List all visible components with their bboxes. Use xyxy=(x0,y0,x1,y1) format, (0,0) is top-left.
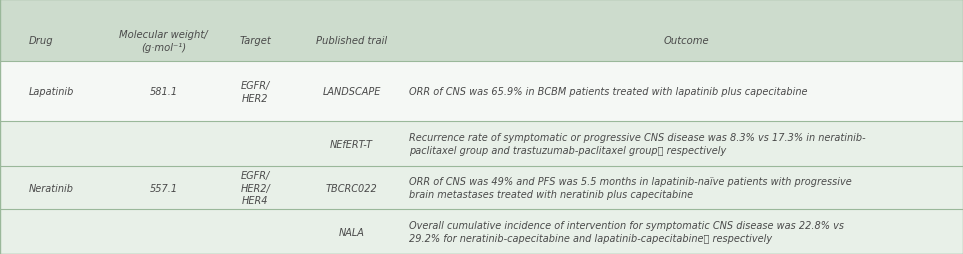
Text: NALA: NALA xyxy=(339,227,364,237)
Text: Outcome: Outcome xyxy=(664,36,709,46)
Text: EGFR/
HER2/
HER4: EGFR/ HER2/ HER4 xyxy=(241,171,270,205)
Text: Lapatinib: Lapatinib xyxy=(29,87,74,97)
Bar xyxy=(0,62,963,122)
Text: TBCRC022: TBCRC022 xyxy=(325,183,377,193)
Text: EGFR/
HER2: EGFR/ HER2 xyxy=(241,81,270,103)
Text: 557.1: 557.1 xyxy=(149,183,178,193)
Text: Published trail: Published trail xyxy=(316,36,387,46)
Text: 581.1: 581.1 xyxy=(149,87,178,97)
Text: Target: Target xyxy=(240,36,271,46)
Text: NEfERT-T: NEfERT-T xyxy=(330,139,373,149)
Text: Molecular weight/
(g·mol⁻¹): Molecular weight/ (g·mol⁻¹) xyxy=(119,30,208,52)
Text: ORR of CNS was 65.9% in BCBM patients treated with lapatinib plus capecitabine: ORR of CNS was 65.9% in BCBM patients tr… xyxy=(409,87,808,97)
Text: ORR of CNS was 49% and PFS was 5.5 months in lapatinib-naïve patients with progr: ORR of CNS was 49% and PFS was 5.5 month… xyxy=(409,177,852,199)
Text: Drug: Drug xyxy=(29,36,54,46)
Text: Overall cumulative incidence of intervention for symptomatic CNS disease was 22.: Overall cumulative incidence of interven… xyxy=(409,220,845,243)
Text: Recurrence rate of symptomatic or progressive CNS disease was 8.3% vs 17.3% in n: Recurrence rate of symptomatic or progre… xyxy=(409,133,866,155)
Text: LANDSCAPE: LANDSCAPE xyxy=(323,87,380,97)
Bar xyxy=(0,122,963,254)
Bar xyxy=(0,0,963,62)
Text: Neratinib: Neratinib xyxy=(29,183,74,193)
